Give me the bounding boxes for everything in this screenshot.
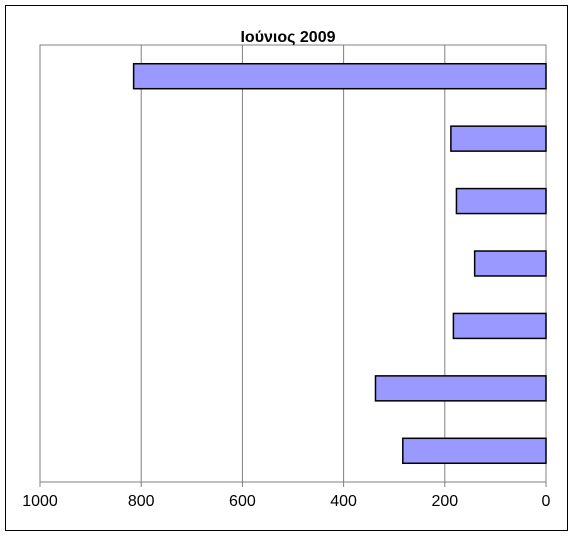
x-tick-label: 200 — [431, 493, 458, 510]
bar — [402, 437, 547, 465]
x-axis-ticks: 1000 800 600 400 200 0 — [22, 482, 551, 510]
bar — [132, 62, 547, 90]
bar — [452, 312, 547, 340]
x-tick-label: 1000 — [22, 493, 58, 510]
x-tick-label: 400 — [330, 493, 357, 510]
bar — [374, 375, 547, 402]
chart-title: Ιούνιος 2009 — [240, 29, 335, 46]
bar — [473, 250, 547, 277]
plot-area — [39, 44, 547, 483]
x-tick-label: 600 — [229, 493, 256, 510]
x-tick-label: 0 — [542, 493, 551, 510]
bar — [455, 187, 547, 215]
gridlines — [140, 45, 446, 482]
bar — [450, 125, 547, 152]
x-tick-label: 800 — [128, 493, 155, 510]
bars — [132, 62, 547, 465]
